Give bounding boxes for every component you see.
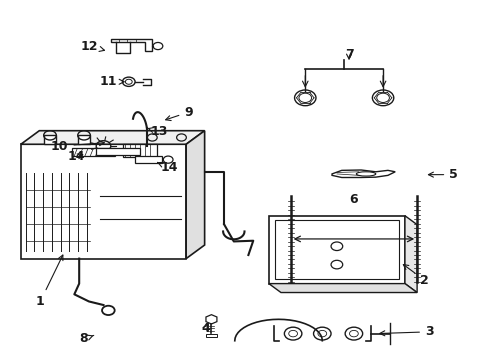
Bar — [135, 157, 162, 163]
Bar — [122, 144, 157, 157]
Polygon shape — [21, 144, 186, 258]
Text: 3: 3 — [379, 325, 433, 338]
Text: 1: 1 — [36, 255, 63, 308]
Bar — [205, 334, 217, 337]
Polygon shape — [21, 131, 204, 144]
Bar — [78, 135, 90, 144]
Text: 14: 14 — [68, 150, 85, 163]
Polygon shape — [268, 284, 416, 293]
Polygon shape — [186, 131, 204, 258]
Bar — [72, 148, 115, 156]
Text: 9: 9 — [165, 105, 192, 121]
Polygon shape — [205, 315, 217, 324]
Text: 12: 12 — [80, 40, 104, 53]
Text: 11: 11 — [100, 75, 124, 88]
Polygon shape — [331, 170, 394, 177]
Text: 10: 10 — [51, 140, 104, 153]
Text: 2: 2 — [403, 265, 428, 287]
Bar — [44, 135, 56, 144]
Text: 7: 7 — [344, 49, 353, 62]
Text: 14: 14 — [157, 161, 178, 174]
Text: 8: 8 — [80, 333, 94, 346]
Text: 6: 6 — [349, 193, 358, 206]
Bar — [96, 148, 140, 155]
Bar — [274, 220, 398, 279]
Text: 5: 5 — [427, 168, 457, 181]
Text: 13: 13 — [147, 125, 168, 138]
Ellipse shape — [356, 172, 375, 176]
Polygon shape — [111, 39, 152, 51]
Text: 4: 4 — [201, 322, 209, 335]
Bar — [268, 216, 404, 284]
Polygon shape — [404, 216, 416, 293]
